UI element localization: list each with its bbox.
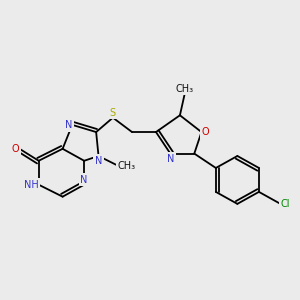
Text: N: N bbox=[80, 175, 88, 185]
Text: N: N bbox=[95, 156, 102, 166]
Text: NH: NH bbox=[24, 180, 39, 190]
Text: O: O bbox=[12, 144, 20, 154]
Text: CH₃: CH₃ bbox=[176, 84, 194, 94]
Text: O: O bbox=[202, 127, 209, 137]
Text: N: N bbox=[167, 154, 174, 164]
Text: S: S bbox=[110, 108, 116, 118]
Text: N: N bbox=[65, 120, 72, 130]
Text: CH₃: CH₃ bbox=[118, 160, 136, 171]
Text: Cl: Cl bbox=[280, 199, 290, 209]
